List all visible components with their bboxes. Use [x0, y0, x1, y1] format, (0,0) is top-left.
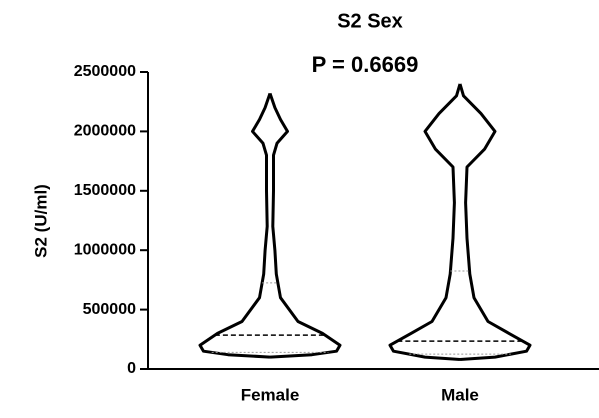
y-tick-label: 1000000 [74, 241, 136, 258]
x-tick-label: Male [441, 385, 479, 404]
violin-half [268, 92, 342, 359]
violin-half [458, 83, 532, 361]
violin-half [198, 92, 272, 359]
chart-title: S2 Sex [337, 10, 403, 32]
y-tick-label: 0 [127, 360, 136, 377]
violin-half [388, 83, 462, 361]
y-axis-label: S2 (U/ml) [31, 184, 50, 258]
x-tick-label: Female [241, 385, 300, 404]
chart-subtitle: P = 0.6669 [312, 52, 419, 77]
y-tick-label: 500000 [83, 301, 136, 318]
y-tick-label: 2500000 [74, 63, 136, 80]
y-tick-label: 2000000 [74, 123, 136, 140]
y-tick-label: 1500000 [74, 182, 136, 199]
